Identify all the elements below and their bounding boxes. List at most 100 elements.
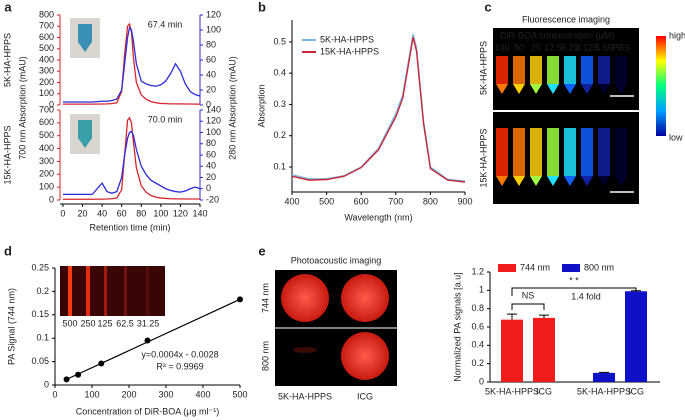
- y-tick-label: 0: [49, 194, 54, 204]
- point: [63, 376, 70, 383]
- y-tick-label: 120: [206, 116, 221, 126]
- annotation: y=0.0004x - 0.0028: [141, 349, 218, 359]
- y-tick-label: 0.1: [273, 161, 286, 171]
- tube-tip: [547, 176, 559, 186]
- bar: [593, 372, 615, 382]
- y-axis-title: 700 nm Absorption (mAU): [17, 56, 27, 160]
- concentration-label: 25: [531, 42, 541, 52]
- x-tick-label: 120: [173, 208, 188, 218]
- x-tick-label: 200: [121, 389, 136, 399]
- point: [144, 337, 151, 344]
- tube-tip: [615, 84, 627, 94]
- tube-glow: [581, 128, 593, 176]
- line: [62, 130, 201, 196]
- y-tick-label: 20: [206, 172, 216, 182]
- y-tick-label: 400: [39, 54, 54, 64]
- tube-tip: [496, 84, 508, 94]
- y-tick-label: 300: [39, 66, 54, 76]
- y-axis-title: Normalized PA signals [a.u]: [452, 272, 462, 381]
- x-tick-label: 80: [136, 208, 146, 218]
- scale-label: low: [669, 132, 683, 142]
- tube-tip: [530, 84, 542, 94]
- x-tick-label: 40: [97, 208, 107, 218]
- tube-tip: [581, 84, 593, 94]
- legend-label: 15K-HA-HPPS: [320, 46, 379, 56]
- y-tick-label: 100: [39, 182, 54, 192]
- y-tick-label: 80: [206, 138, 216, 148]
- y-tick-label: 0.2: [273, 130, 286, 140]
- tube-tip: [564, 84, 576, 94]
- scale-label: high: [669, 30, 685, 40]
- tube-tip: [598, 176, 610, 186]
- tube-tip: [547, 84, 559, 94]
- tube-glow: [598, 128, 610, 176]
- x-tick-label: 100: [84, 389, 99, 399]
- y-tick-label: 100: [206, 24, 221, 34]
- annotation: 67.4 min: [148, 19, 183, 29]
- column-label: 5K-HA-HPPS: [278, 391, 332, 401]
- x-tick-label: 60: [117, 208, 127, 218]
- y-tick-label: 200: [39, 77, 54, 87]
- y-tick-label: 0: [206, 183, 211, 193]
- bracket: [511, 287, 637, 296]
- annotation: R² = 0.9969: [156, 361, 203, 371]
- tube-tip: [496, 176, 508, 186]
- y-tick-label: 700: [39, 21, 54, 31]
- line: [62, 116, 200, 200]
- y-tick-label: 100: [39, 88, 54, 98]
- tube-glow: [598, 56, 610, 84]
- annotation: * *: [569, 275, 579, 285]
- error-bar: [539, 314, 549, 318]
- y-tick-label: 0: [206, 99, 211, 109]
- tube-glow: [615, 56, 627, 84]
- y-tick-label: 0.25: [31, 262, 49, 272]
- y-tick-label: 0.3: [273, 99, 286, 109]
- row-label: 5K-HA-HPPS: [478, 41, 488, 95]
- stripe: [68, 266, 72, 316]
- tube-tip: [513, 84, 525, 94]
- tube-tip: [598, 84, 610, 94]
- pa-spot: [281, 274, 329, 322]
- y-tick-label: 0: [49, 99, 54, 109]
- x-tick-label: 0: [52, 389, 57, 399]
- y-tick-label: 0.6: [471, 321, 484, 331]
- panel-title: Fluorescence imaging: [522, 14, 610, 24]
- y-tick-label: 800: [39, 9, 54, 19]
- y-tick-label: 500: [39, 43, 54, 53]
- y-tick-label: 200: [39, 169, 54, 179]
- row-label: 15K-HA-HPPS: [2, 125, 12, 184]
- tube-glow: [564, 56, 576, 84]
- y-tick-label: 0.4: [471, 340, 484, 350]
- y-tick-label: 0: [479, 376, 484, 386]
- tube-glow: [513, 56, 525, 84]
- annotation: 70.0 min: [148, 114, 183, 124]
- y-tick-label: 0: [44, 379, 49, 389]
- stripe: [124, 266, 127, 316]
- column-label: ICG: [357, 391, 373, 401]
- y2-axis-title: 280 nm Absorption (mAU): [227, 56, 237, 160]
- stripe: [104, 266, 107, 316]
- error-bar: [507, 313, 517, 320]
- point: [98, 360, 105, 367]
- panel-title: Photoacoustic imaging: [291, 255, 382, 265]
- tube-tip: [564, 176, 576, 186]
- y-tick-label: 600: [39, 117, 54, 127]
- inset-label: 62.5: [116, 318, 134, 328]
- row-label: 15K-HA-HPPS: [478, 128, 488, 187]
- tube-tip: [530, 176, 542, 186]
- x-tick-label: 20: [78, 208, 88, 218]
- y-tick-label: 500: [39, 130, 54, 140]
- y-tick-label: 40: [206, 69, 216, 79]
- pa-spot: [341, 274, 389, 322]
- concentration-label: 12.5: [544, 42, 562, 52]
- inset-label: 125: [97, 318, 112, 328]
- tube: [78, 24, 92, 52]
- line: [62, 26, 201, 103]
- panel-label: a: [4, 0, 12, 14]
- pa-inset: [60, 266, 165, 316]
- y-tick-label: 20: [206, 84, 216, 94]
- y-tick-label: 60: [206, 54, 216, 64]
- tube-glow: [547, 128, 559, 176]
- x-tick-label: 700: [388, 196, 403, 206]
- x-axis-title: Concentration of DiR-BOA (μg ml⁻¹): [76, 406, 219, 416]
